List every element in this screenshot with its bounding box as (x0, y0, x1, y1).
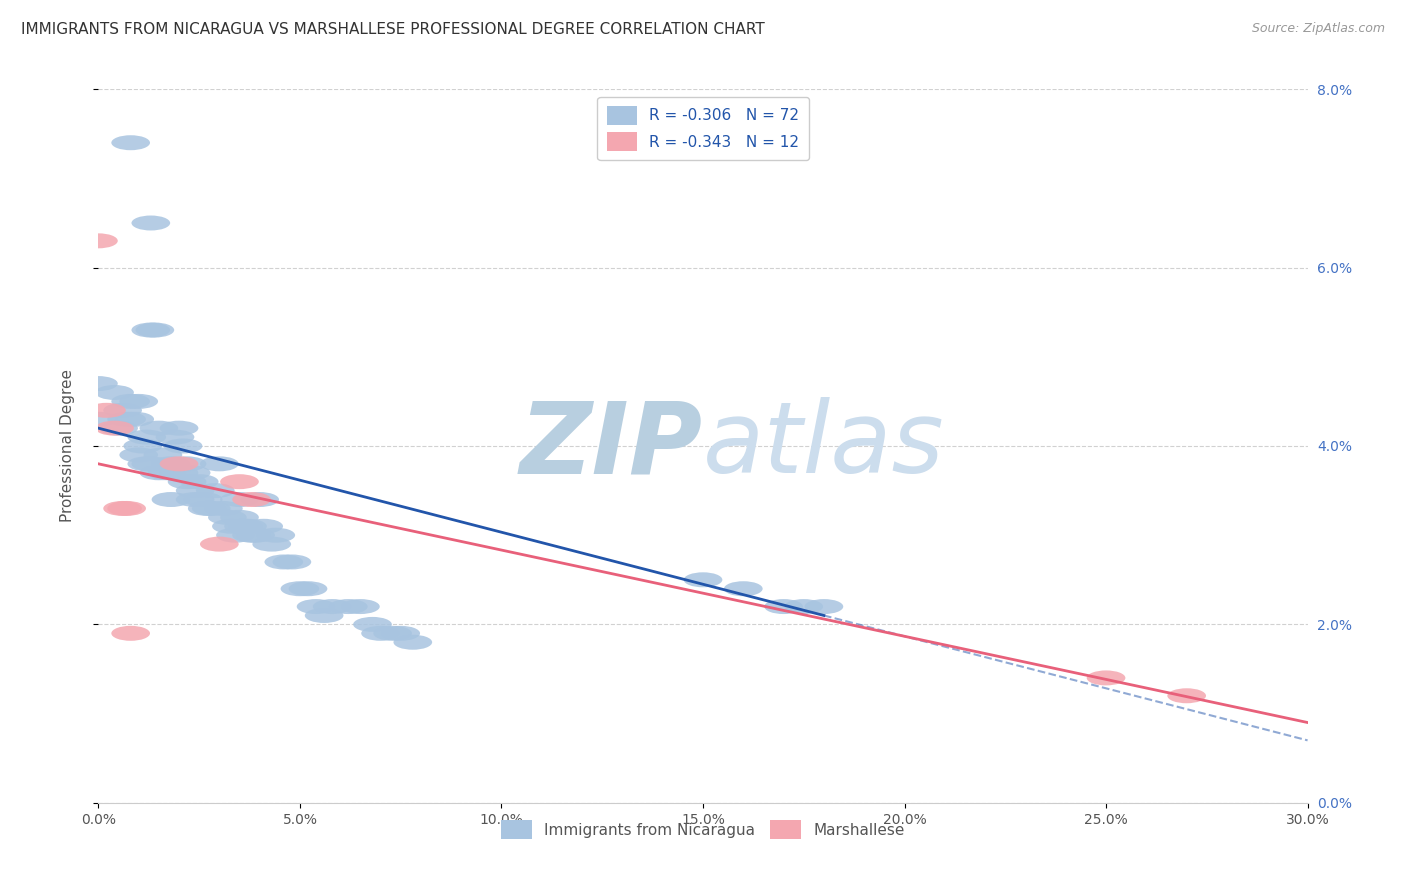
Ellipse shape (232, 528, 271, 542)
Ellipse shape (195, 483, 235, 498)
Ellipse shape (152, 492, 190, 507)
Ellipse shape (245, 519, 283, 533)
Ellipse shape (167, 457, 207, 471)
Ellipse shape (765, 599, 803, 614)
Ellipse shape (124, 439, 162, 453)
Ellipse shape (132, 216, 170, 230)
Ellipse shape (297, 599, 336, 614)
Ellipse shape (120, 448, 157, 462)
Text: atlas: atlas (703, 398, 945, 494)
Ellipse shape (232, 492, 271, 507)
Ellipse shape (208, 510, 246, 524)
Ellipse shape (804, 599, 844, 614)
Ellipse shape (120, 394, 157, 409)
Ellipse shape (221, 510, 259, 524)
Ellipse shape (1087, 671, 1125, 685)
Ellipse shape (139, 466, 179, 480)
Ellipse shape (200, 457, 239, 471)
Ellipse shape (132, 323, 170, 337)
Y-axis label: Professional Degree: Professional Degree (60, 369, 75, 523)
Ellipse shape (240, 492, 278, 507)
Ellipse shape (228, 519, 267, 533)
Ellipse shape (115, 412, 155, 426)
Ellipse shape (288, 582, 328, 596)
Ellipse shape (1167, 689, 1206, 703)
Ellipse shape (79, 412, 118, 426)
Ellipse shape (111, 136, 150, 150)
Ellipse shape (167, 475, 207, 489)
Ellipse shape (87, 403, 125, 417)
Ellipse shape (79, 234, 118, 248)
Ellipse shape (361, 626, 399, 640)
Ellipse shape (683, 573, 723, 587)
Ellipse shape (135, 323, 174, 337)
Ellipse shape (111, 626, 150, 640)
Ellipse shape (281, 582, 319, 596)
Ellipse shape (79, 376, 118, 391)
Ellipse shape (103, 501, 142, 516)
Ellipse shape (374, 626, 412, 640)
Ellipse shape (256, 528, 295, 542)
Ellipse shape (148, 466, 186, 480)
Ellipse shape (128, 430, 166, 444)
Ellipse shape (111, 394, 150, 409)
Ellipse shape (224, 519, 263, 533)
Ellipse shape (107, 412, 146, 426)
Ellipse shape (200, 537, 239, 551)
Ellipse shape (193, 501, 231, 516)
Ellipse shape (273, 555, 311, 569)
Ellipse shape (188, 501, 226, 516)
Ellipse shape (329, 599, 367, 614)
Ellipse shape (180, 475, 218, 489)
Ellipse shape (160, 466, 198, 480)
Ellipse shape (132, 457, 170, 471)
Ellipse shape (128, 457, 166, 471)
Ellipse shape (394, 635, 432, 649)
Ellipse shape (176, 483, 215, 498)
Ellipse shape (353, 617, 392, 632)
Ellipse shape (342, 599, 380, 614)
Ellipse shape (314, 599, 352, 614)
Text: ZIP: ZIP (520, 398, 703, 494)
Text: IMMIGRANTS FROM NICARAGUA VS MARSHALLESE PROFESSIONAL DEGREE CORRELATION CHART: IMMIGRANTS FROM NICARAGUA VS MARSHALLESE… (21, 22, 765, 37)
Ellipse shape (264, 555, 304, 569)
Ellipse shape (217, 528, 254, 542)
Ellipse shape (236, 528, 276, 542)
Ellipse shape (156, 430, 194, 444)
Ellipse shape (139, 421, 179, 435)
Ellipse shape (100, 421, 138, 435)
Ellipse shape (176, 492, 215, 507)
Ellipse shape (724, 582, 762, 596)
Ellipse shape (204, 501, 243, 516)
Ellipse shape (172, 466, 211, 480)
Ellipse shape (221, 492, 259, 507)
Ellipse shape (152, 457, 190, 471)
Ellipse shape (143, 448, 183, 462)
Ellipse shape (103, 403, 142, 417)
Ellipse shape (96, 385, 134, 400)
Ellipse shape (221, 475, 259, 489)
Ellipse shape (160, 421, 198, 435)
Ellipse shape (160, 457, 198, 471)
Ellipse shape (184, 492, 222, 507)
Ellipse shape (381, 626, 420, 640)
Legend: Immigrants from Nicaragua, Marshallese: Immigrants from Nicaragua, Marshallese (495, 814, 911, 845)
Ellipse shape (212, 519, 250, 533)
Ellipse shape (163, 439, 202, 453)
Ellipse shape (96, 421, 134, 435)
Ellipse shape (253, 537, 291, 551)
Text: Source: ZipAtlas.com: Source: ZipAtlas.com (1251, 22, 1385, 36)
Ellipse shape (107, 501, 146, 516)
Ellipse shape (785, 599, 823, 614)
Ellipse shape (305, 608, 343, 623)
